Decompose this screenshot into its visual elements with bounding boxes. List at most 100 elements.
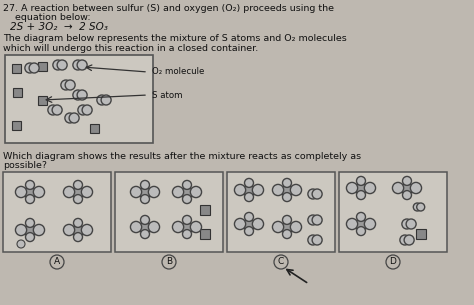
Bar <box>12 88 21 96</box>
Circle shape <box>130 186 142 198</box>
Bar <box>339 172 447 252</box>
Circle shape <box>73 90 83 100</box>
Bar <box>73 188 83 196</box>
Circle shape <box>48 105 58 115</box>
Circle shape <box>191 186 201 198</box>
Bar <box>356 220 366 228</box>
Circle shape <box>402 176 411 185</box>
Text: Which diagram shows the results after the mixture reacts as completely as: Which diagram shows the results after th… <box>3 152 361 161</box>
Circle shape <box>82 224 92 235</box>
Circle shape <box>402 191 411 199</box>
Bar <box>115 172 223 252</box>
Circle shape <box>26 233 35 242</box>
Circle shape <box>140 230 149 239</box>
Text: possible?: possible? <box>3 161 47 170</box>
Circle shape <box>182 230 191 239</box>
Bar <box>401 184 412 192</box>
Bar <box>356 184 366 192</box>
Circle shape <box>182 181 191 189</box>
Bar <box>5 55 153 143</box>
Circle shape <box>283 215 292 224</box>
Bar <box>244 220 255 228</box>
Circle shape <box>245 178 254 187</box>
Circle shape <box>16 224 27 235</box>
Circle shape <box>73 218 82 228</box>
Text: B: B <box>166 257 172 267</box>
Circle shape <box>291 185 301 196</box>
Bar <box>200 205 210 215</box>
Circle shape <box>356 191 365 199</box>
Circle shape <box>130 221 142 233</box>
Circle shape <box>392 182 404 194</box>
Circle shape <box>173 221 183 233</box>
Circle shape <box>52 105 62 115</box>
Circle shape <box>61 80 71 90</box>
Circle shape <box>77 90 87 100</box>
Circle shape <box>312 215 322 225</box>
Bar <box>282 186 292 194</box>
Circle shape <box>78 105 88 115</box>
Circle shape <box>64 186 74 198</box>
Circle shape <box>406 219 416 229</box>
Circle shape <box>283 178 292 187</box>
Circle shape <box>69 113 79 123</box>
Circle shape <box>26 181 35 189</box>
Bar <box>182 223 192 231</box>
Bar <box>91 124 100 132</box>
Circle shape <box>73 60 83 70</box>
Circle shape <box>312 189 322 199</box>
Text: O₂ molecule: O₂ molecule <box>152 67 204 77</box>
Circle shape <box>365 218 375 230</box>
Circle shape <box>308 189 318 199</box>
Circle shape <box>402 219 412 229</box>
Circle shape <box>283 230 292 239</box>
Circle shape <box>308 235 318 245</box>
Bar <box>37 62 46 70</box>
Circle shape <box>400 235 410 245</box>
Circle shape <box>29 63 39 73</box>
Text: D: D <box>390 257 396 267</box>
Circle shape <box>17 240 25 248</box>
Circle shape <box>148 221 160 233</box>
Circle shape <box>16 186 27 198</box>
Circle shape <box>291 221 301 233</box>
Circle shape <box>283 192 292 202</box>
Bar <box>227 172 335 252</box>
Circle shape <box>308 215 318 225</box>
Circle shape <box>65 113 75 123</box>
Circle shape <box>73 181 82 189</box>
Circle shape <box>252 185 264 196</box>
Bar <box>282 223 292 231</box>
Circle shape <box>140 215 149 224</box>
Circle shape <box>410 182 421 194</box>
Circle shape <box>182 195 191 203</box>
Circle shape <box>64 224 74 235</box>
Circle shape <box>245 227 254 235</box>
Circle shape <box>97 95 107 105</box>
Circle shape <box>26 218 35 228</box>
Circle shape <box>245 192 254 202</box>
Circle shape <box>101 95 111 105</box>
Bar <box>139 188 151 196</box>
Circle shape <box>356 227 365 235</box>
Circle shape <box>413 203 421 211</box>
Circle shape <box>191 221 201 233</box>
Bar <box>11 63 20 73</box>
Circle shape <box>26 195 35 203</box>
Circle shape <box>252 218 264 230</box>
Circle shape <box>82 105 92 115</box>
Bar <box>416 229 426 239</box>
Text: S atom: S atom <box>152 91 182 99</box>
Circle shape <box>25 63 35 73</box>
Circle shape <box>245 213 254 221</box>
Circle shape <box>140 181 149 189</box>
Bar <box>244 186 255 194</box>
Bar <box>3 172 111 252</box>
Text: C: C <box>278 257 284 267</box>
Bar <box>182 188 192 196</box>
Circle shape <box>365 182 375 194</box>
Circle shape <box>65 80 75 90</box>
Circle shape <box>182 215 191 224</box>
Circle shape <box>404 235 414 245</box>
Circle shape <box>53 60 63 70</box>
